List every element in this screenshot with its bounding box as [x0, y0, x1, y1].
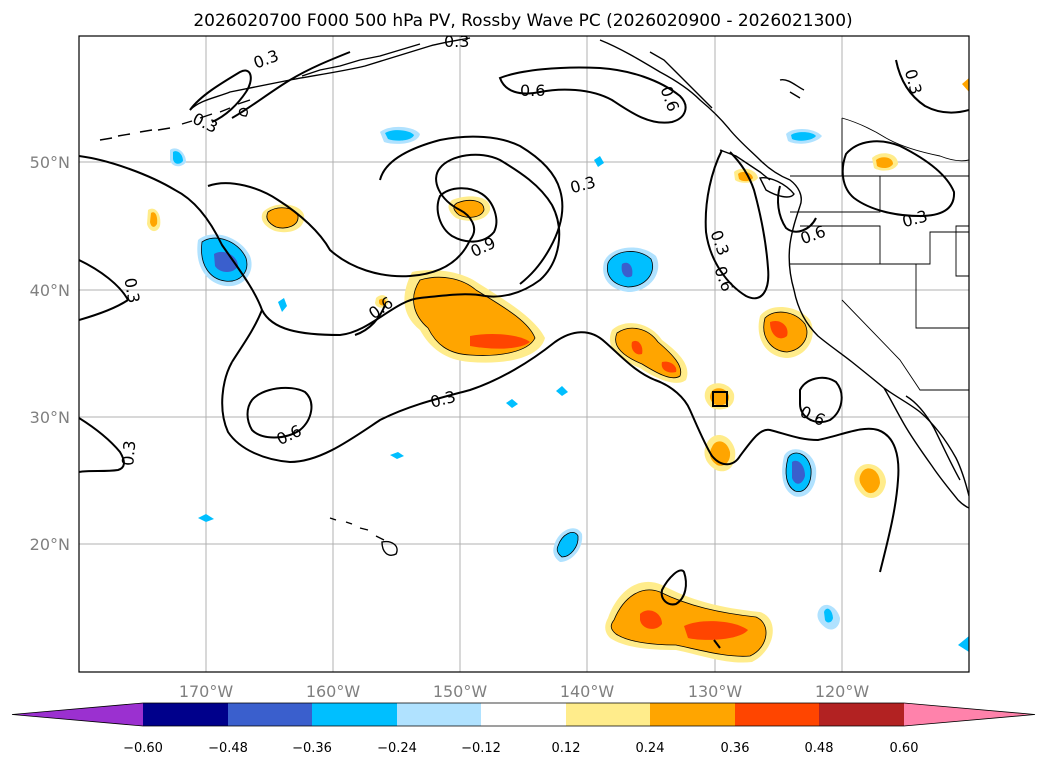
colorbar-segment: [566, 703, 650, 726]
colorbar-segment: [819, 703, 904, 726]
lon-label-120w: 120°W: [815, 682, 870, 701]
lat-label-20n: 20°N: [30, 535, 70, 554]
lat-label-50n: 50°N: [30, 153, 70, 172]
colorbar-segments: [11, 702, 1036, 727]
colorbar-tick-label: 0.12: [552, 741, 581, 756]
pv-contours: [79, 51, 969, 649]
coastlines: [99, 37, 969, 556]
colorbar-segment: [143, 703, 228, 726]
colorbar-tick-label: 0.24: [636, 741, 665, 756]
colorbar: −0.60 −0.48 −0.36 −0.24 −0.12 0.12 0.24 …: [11, 702, 1036, 756]
colorbar-extend-max: [904, 703, 1035, 726]
colorbar-outline: [11, 702, 1036, 727]
colorbar-segment: [650, 703, 735, 726]
colorbar-tick-label: −0.36: [292, 741, 332, 756]
lon-label-160w: 160°W: [306, 682, 361, 701]
colorbar-extend-min: [12, 703, 143, 726]
lon-label-140w: 140°W: [560, 682, 615, 701]
colorbar-tick-label: −0.24: [377, 741, 417, 756]
colorbar-tick-label: −0.12: [461, 741, 501, 756]
political-borders: [790, 117, 969, 391]
colorbar-segment: [735, 703, 819, 726]
contour-label: 0.3: [444, 32, 469, 51]
colorbar-tick-label: 0.48: [805, 741, 834, 756]
colorbar-tick-label: 0.36: [721, 741, 750, 756]
map-panel: 0.3 0.3 0.6 0.6 0.3 0.3 0.3 0.6 0.3 0.9 …: [78, 32, 970, 673]
figure-title: 2026020700 F000 500 hPa PV, Rossby Wave …: [193, 11, 852, 31]
colorbar-ticks: −0.60 −0.48 −0.36 −0.24 −0.12 0.12 0.24 …: [123, 741, 918, 756]
colorbar-segment: [228, 703, 312, 726]
colorbar-tick-label: 0.60: [890, 741, 919, 756]
contour-label: 0.3: [118, 440, 139, 467]
colorbar-tick-label: −0.60: [123, 741, 163, 756]
negative-anomaly-fills: [170, 126, 969, 652]
colorbar-segment: [481, 703, 566, 726]
lon-label-150w: 150°W: [433, 682, 488, 701]
lon-label-170w: 170°W: [179, 682, 234, 701]
contour-label: 0.6: [520, 81, 545, 100]
longitude-labels: 170°W 160°W 150°W 140°W 130°W 120°W: [179, 682, 870, 701]
map-frame: [78, 35, 970, 673]
lat-label-30n: 30°N: [30, 408, 70, 427]
colorbar-tick-label: −0.48: [208, 741, 248, 756]
latitude-labels: 50°N 40°N 30°N 20°N: [30, 153, 70, 554]
colorbar-segment: [312, 703, 397, 726]
anomaly-outlines: [201, 199, 812, 657]
contour-label: 0.3: [120, 276, 143, 304]
lon-label-130w: 130°W: [688, 682, 743, 701]
colorbar-segment: [397, 703, 481, 726]
lat-label-40n: 40°N: [30, 281, 70, 300]
